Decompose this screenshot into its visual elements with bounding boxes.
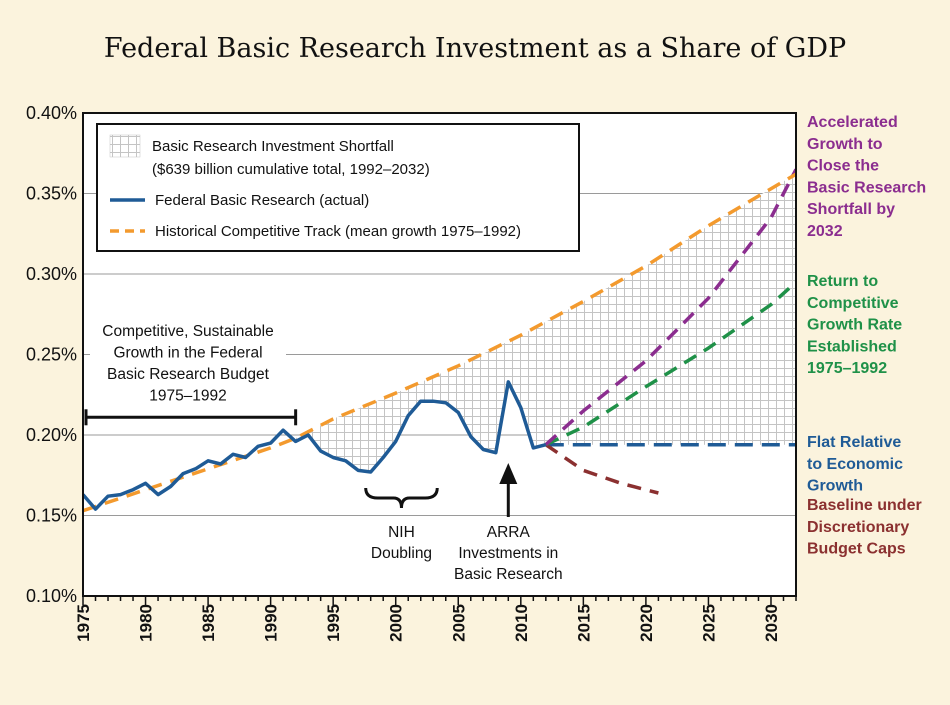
side-label-accelerated-line: Basic Research bbox=[807, 179, 926, 196]
series-line-accelerated-growth-to-close-the-basic-research-shortfall-by-2032 bbox=[544, 168, 796, 447]
x-tick-label: 2000 bbox=[387, 604, 406, 642]
series-line-baseline-under-discretionary-budget-caps bbox=[544, 443, 659, 495]
x-axis-ticks: 1975 1980 1985 1990 1995 2000 2005 2010 2015 2020… bbox=[74, 596, 797, 642]
shortfall-area bbox=[295, 174, 796, 472]
side-label-return-line: 1975–1992 bbox=[807, 360, 887, 377]
x-tick-label: 1980 bbox=[137, 604, 156, 642]
x-tick-label: 2015 bbox=[574, 604, 593, 642]
annotation-competitive-line: Basic Research Budget bbox=[107, 366, 270, 383]
x-tick-label: 2010 bbox=[512, 604, 531, 642]
legend-label-actual: Federal Basic Research (actual) bbox=[155, 192, 369, 209]
legend: Basic Research Investment Shortfall ($63… bbox=[96, 123, 580, 252]
x-tick-label: 1985 bbox=[199, 604, 218, 642]
side-label-accelerated-line: Growth to bbox=[807, 136, 883, 153]
x-tick-label: 2020 bbox=[637, 604, 656, 642]
side-label-accelerated-line: Close the bbox=[807, 158, 879, 175]
legend-box bbox=[96, 123, 580, 252]
series-line-return-to-competitive-growth-rate-established-1975-1992 bbox=[545, 280, 796, 447]
y-tick-label: 0.25% bbox=[26, 345, 77, 365]
annotation-arra-line: ARRA bbox=[487, 524, 531, 541]
side-label-return-line: Return to bbox=[807, 273, 878, 290]
x-tick-label: 1990 bbox=[262, 604, 281, 642]
competitive-label-background bbox=[90, 316, 286, 406]
annotation-competitive-line: Growth in the Federal bbox=[113, 345, 262, 362]
plot-frame bbox=[82, 112, 797, 597]
side-label-baseline-line: Baseline under bbox=[807, 497, 922, 514]
y-tick-label: 0.10% bbox=[26, 586, 77, 606]
side-labels: Accelerated Growth to Close the Basic Resea… bbox=[807, 114, 926, 558]
side-label-return-line: Growth Rate bbox=[807, 317, 902, 334]
nih-doubling-brace bbox=[364, 487, 439, 509]
y-tick-label: 0.15% bbox=[26, 506, 77, 526]
annotation-competitive-line: Competitive, Sustainable bbox=[102, 323, 273, 340]
side-label-flat-line: Growth bbox=[807, 478, 863, 495]
arra-arrow-head bbox=[499, 463, 518, 484]
series-line-federal-basic-research-actual bbox=[83, 380, 547, 511]
y-tick-label: 0.20% bbox=[26, 425, 77, 445]
series-line-historical-competitive-track-mean-growth-1975-1992 bbox=[83, 172, 796, 513]
chart-title: Federal Basic Research Investment as a S… bbox=[104, 33, 846, 64]
annotation-arra-line: Basic Research bbox=[454, 566, 563, 583]
x-tick-label: 2005 bbox=[449, 604, 468, 642]
x-tick-label: 2030 bbox=[762, 604, 781, 642]
annotation-arra-line: Investments in bbox=[458, 545, 558, 562]
side-label-baseline-line: Budget Caps bbox=[807, 541, 906, 558]
annotation-nih-line: NIH bbox=[388, 524, 415, 541]
y-tick-label: 0.40% bbox=[26, 103, 77, 123]
series-layer bbox=[83, 168, 796, 513]
annotation-layer: Competitive, Sustainable Growth in the Fe… bbox=[84, 316, 563, 583]
shortfall-layer bbox=[295, 174, 796, 472]
legend-label-shortfall: Basic Research Investment Shortfall bbox=[152, 138, 394, 155]
annotation-nih-line: Doubling bbox=[371, 545, 432, 562]
side-label-baseline-line: Discretionary bbox=[807, 519, 909, 536]
side-label-return-line: Competitive bbox=[807, 295, 899, 312]
x-tick-label: 2025 bbox=[699, 604, 718, 642]
annotation-competitive-line: 1975–1992 bbox=[149, 388, 227, 405]
y-tick-label: 0.30% bbox=[26, 264, 77, 284]
x-tick-label: 1975 bbox=[74, 604, 93, 642]
x-tick-label: 1995 bbox=[324, 604, 343, 642]
y-tick-label: 0.35% bbox=[26, 184, 77, 204]
side-label-accelerated-line: Accelerated bbox=[807, 114, 898, 131]
side-label-accelerated-line: Shortfall by bbox=[807, 201, 895, 218]
side-label-flat-line: Flat Relative bbox=[807, 434, 901, 451]
legend-label-historical: Historical Competitive Track (mean growt… bbox=[155, 223, 521, 240]
legend-label-shortfall-total: ($639 billion cumulative total, 1992–203… bbox=[152, 161, 430, 178]
side-label-return-line: Established bbox=[807, 338, 897, 355]
side-label-accelerated-line: 2032 bbox=[807, 223, 843, 240]
legend-swatch-shortfall bbox=[109, 134, 141, 158]
y-axis-ticks: 0.40% 0.35% 0.30% 0.25% 0.20% 0.15% 0.10% bbox=[26, 103, 77, 606]
side-label-flat-line: to Economic bbox=[807, 456, 903, 473]
